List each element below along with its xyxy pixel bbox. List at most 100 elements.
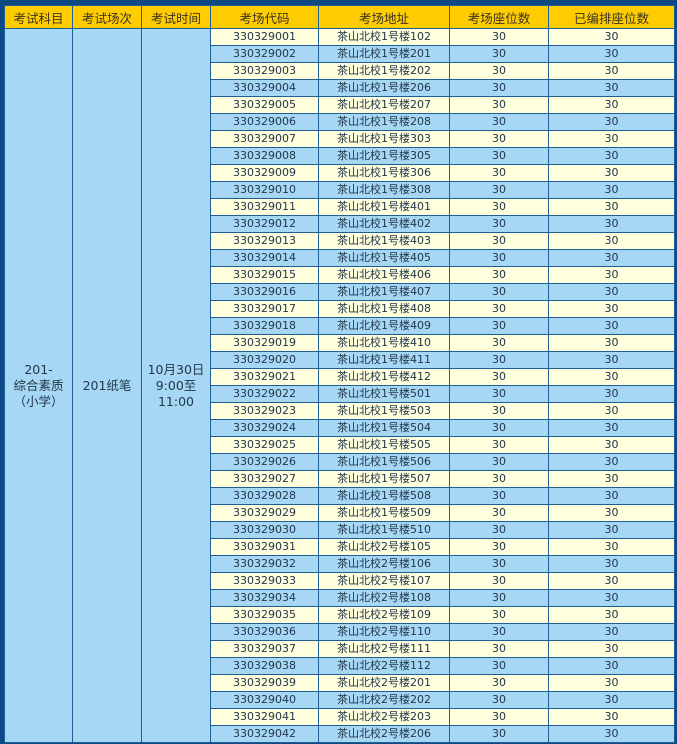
seat-count-cell: 30 <box>449 147 549 165</box>
seat-count-cell: 30 <box>449 385 549 403</box>
room-code-cell: 330329031 <box>210 538 319 556</box>
room-address-cell: 茶山北校1号楼306 <box>318 164 450 182</box>
room-address-cell: 茶山北校1号楼406 <box>318 266 450 284</box>
header-assigned-seats: 已编排座位数 <box>548 5 675 29</box>
seat-count-cell: 30 <box>449 708 549 726</box>
room-address-cell: 茶山北校1号楼403 <box>318 232 450 250</box>
room-address-cell: 茶山北校2号楼110 <box>318 623 450 641</box>
room-address-cell: 茶山北校2号楼201 <box>318 674 450 692</box>
room-address-cell: 茶山北校1号楼409 <box>318 317 450 335</box>
table-row: 330329015 茶山北校1号楼406 30 30 <box>5 266 675 284</box>
room-code-cell: 330329009 <box>210 164 319 182</box>
room-code-cell: 330329039 <box>210 674 319 692</box>
room-code-cell: 330329014 <box>210 249 319 267</box>
room-address-cell: 茶山北校1号楼411 <box>318 351 450 369</box>
table-row: 330329035 茶山北校2号楼109 30 30 <box>5 606 675 624</box>
room-code-cell: 330329004 <box>210 79 319 97</box>
table-row: 330329002 茶山北校1号楼201 30 30 <box>5 45 675 63</box>
room-address-cell: 茶山北校2号楼206 <box>318 725 450 743</box>
assigned-seats-cell: 30 <box>548 266 675 284</box>
assigned-seats-cell: 30 <box>548 385 675 403</box>
room-address-cell: 茶山北校1号楼402 <box>318 215 450 233</box>
header-time: 考试时间 <box>141 5 211 29</box>
table-row: 330329007 茶山北校1号楼303 30 30 <box>5 130 675 148</box>
assigned-seats-cell: 30 <box>548 317 675 335</box>
seat-count-cell: 30 <box>449 538 549 556</box>
table-row: 330329030 茶山北校1号楼510 30 30 <box>5 521 675 539</box>
room-address-cell: 茶山北校2号楼107 <box>318 572 450 590</box>
room-code-cell: 330329032 <box>210 555 319 573</box>
exam-room-table: 考试科目 考试场次 考试时间 考场代码 考场地址 考场座位数 已编排座位数 20… <box>4 5 675 743</box>
room-code-cell: 330329019 <box>210 334 319 352</box>
seat-count-cell: 30 <box>449 674 549 692</box>
room-address-cell: 茶山北校1号楼308 <box>318 181 450 199</box>
assigned-seats-cell: 30 <box>548 436 675 454</box>
seat-count-cell: 30 <box>449 487 549 505</box>
room-address-cell: 茶山北校1号楼102 <box>318 28 450 46</box>
seat-count-cell: 30 <box>449 351 549 369</box>
seat-count-cell: 30 <box>449 79 549 97</box>
assigned-seats-cell: 30 <box>548 538 675 556</box>
room-code-cell: 330329038 <box>210 657 319 675</box>
table-row: 330329040 茶山北校2号楼202 30 30 <box>5 691 675 709</box>
room-code-cell: 330329021 <box>210 368 319 386</box>
assigned-seats-cell: 30 <box>548 300 675 318</box>
assigned-seats-cell: 30 <box>548 130 675 148</box>
time-line: 10月30日 <box>147 361 205 377</box>
assigned-seats-cell: 30 <box>548 487 675 505</box>
header-room-address: 考场地址 <box>318 5 450 29</box>
room-code-cell: 330329006 <box>210 113 319 131</box>
assigned-seats-cell: 30 <box>548 623 675 641</box>
room-address-cell: 茶山北校1号楼501 <box>318 385 450 403</box>
seat-count-cell: 30 <box>449 130 549 148</box>
session-cell: 201纸笔 <box>72 28 142 743</box>
room-address-cell: 茶山北校1号楼401 <box>318 198 450 216</box>
table-row: 330329014 茶山北校1号楼405 30 30 <box>5 249 675 267</box>
assigned-seats-cell: 30 <box>548 164 675 182</box>
room-address-cell: 茶山北校1号楼303 <box>318 130 450 148</box>
seat-count-cell: 30 <box>449 62 549 80</box>
room-address-cell: 茶山北校1号楼410 <box>318 334 450 352</box>
assigned-seats-cell: 30 <box>548 640 675 658</box>
seat-count-cell: 30 <box>449 640 549 658</box>
table-row: 330329004 茶山北校1号楼206 30 30 <box>5 79 675 97</box>
subject-line: （小学） <box>13 393 64 409</box>
room-address-cell: 茶山北校1号楼201 <box>318 45 450 63</box>
assigned-seats-cell: 30 <box>548 589 675 607</box>
seat-count-cell: 30 <box>449 198 549 216</box>
seat-count-cell: 30 <box>449 589 549 607</box>
assigned-seats-cell: 30 <box>548 453 675 471</box>
room-address-cell: 茶山北校2号楼109 <box>318 606 450 624</box>
seat-count-cell: 30 <box>449 164 549 182</box>
seat-count-cell: 30 <box>449 555 549 573</box>
seat-count-cell: 30 <box>449 453 549 471</box>
assigned-seats-cell: 30 <box>548 62 675 80</box>
room-address-cell: 茶山北校1号楼405 <box>318 249 450 267</box>
room-address-cell: 茶山北校1号楼504 <box>318 419 450 437</box>
room-code-cell: 330329035 <box>210 606 319 624</box>
seat-count-cell: 30 <box>449 402 549 420</box>
table-row: 330329028 茶山北校1号楼508 30 30 <box>5 487 675 505</box>
table-row: 330329025 茶山北校1号楼505 30 30 <box>5 436 675 454</box>
assigned-seats-cell: 30 <box>548 79 675 97</box>
seat-count-cell: 30 <box>449 334 549 352</box>
time-line: 9:00至 <box>155 377 197 393</box>
table-row: 330329036 茶山北校2号楼110 30 30 <box>5 623 675 641</box>
room-address-cell: 茶山北校1号楼510 <box>318 521 450 539</box>
room-address-cell: 茶山北校2号楼108 <box>318 589 450 607</box>
room-code-cell: 330329025 <box>210 436 319 454</box>
room-address-cell: 茶山北校1号楼207 <box>318 96 450 114</box>
header-subject: 考试科目 <box>4 5 73 29</box>
room-code-cell: 330329041 <box>210 708 319 726</box>
room-code-cell: 330329026 <box>210 453 319 471</box>
room-address-cell: 茶山北校2号楼203 <box>318 708 450 726</box>
room-code-cell: 330329022 <box>210 385 319 403</box>
room-address-cell: 茶山北校2号楼111 <box>318 640 450 658</box>
assigned-seats-cell: 30 <box>548 334 675 352</box>
room-address-cell: 茶山北校1号楼507 <box>318 470 450 488</box>
seat-count-cell: 30 <box>449 419 549 437</box>
assigned-seats-cell: 30 <box>548 249 675 267</box>
subject-line: 201- <box>24 361 53 377</box>
header-seat-count: 考场座位数 <box>449 5 549 29</box>
header-session: 考试场次 <box>72 5 142 29</box>
